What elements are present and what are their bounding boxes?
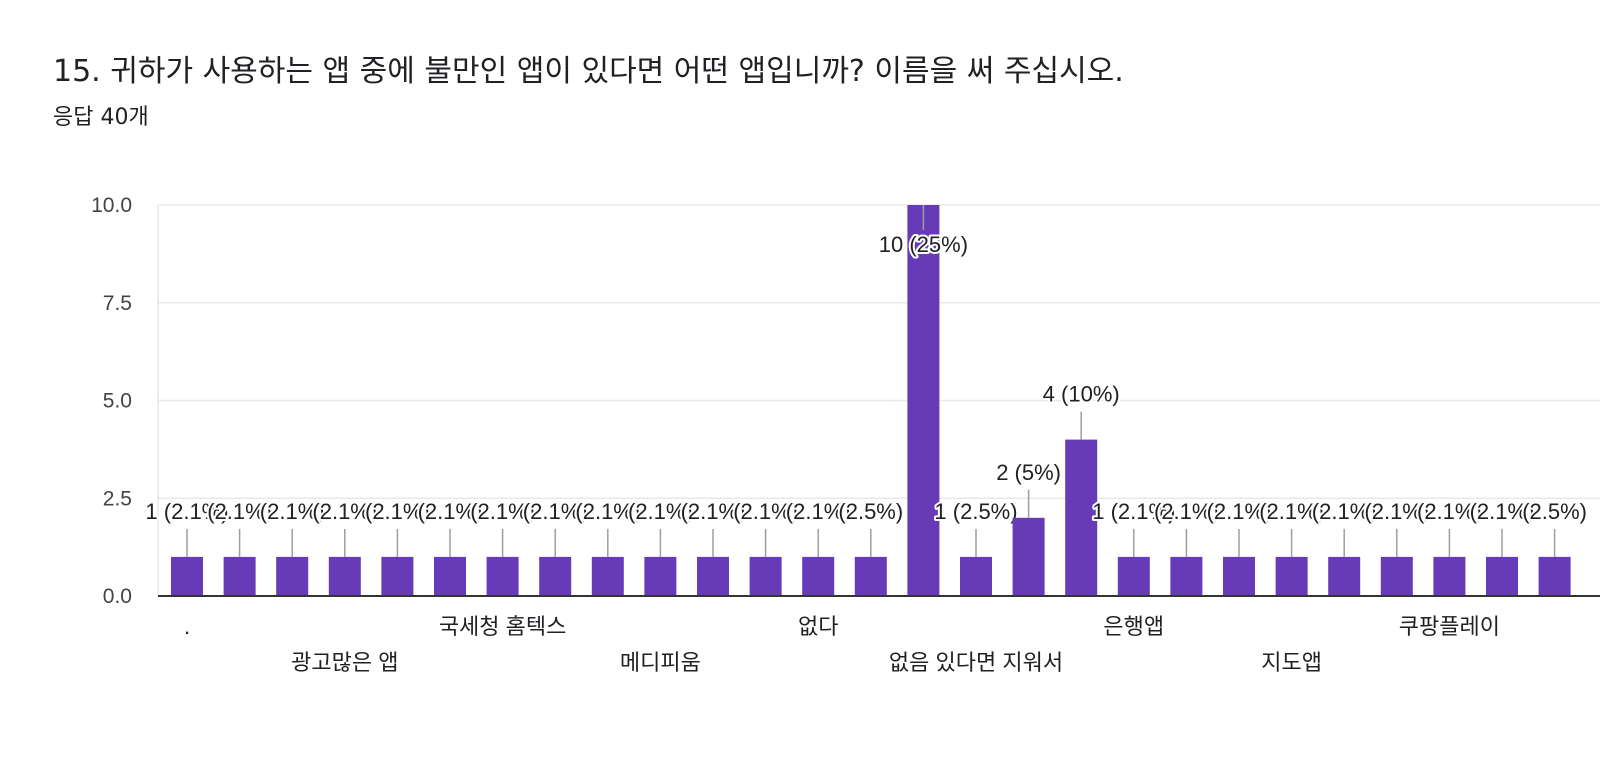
x-tick-label: 은행앱: [1103, 614, 1164, 639]
bar: [749, 556, 782, 596]
data-label: (2.5%): [1522, 499, 1587, 524]
bar: [960, 556, 992, 596]
data-label: (2.1%): [786, 499, 851, 524]
data-label: (2.1%): [260, 499, 325, 524]
data-label: 10 (25%): [879, 232, 968, 257]
bar: [1012, 517, 1045, 596]
data-label: (2.1%): [681, 499, 746, 524]
bar: [591, 556, 624, 596]
bar: [539, 556, 572, 596]
bar: [223, 556, 256, 596]
bar: [328, 556, 361, 596]
bar: [1223, 556, 1255, 596]
data-label: (2.1%): [1259, 499, 1324, 524]
bar: [1170, 556, 1203, 596]
x-tick-label: 없음 있다면 지워서: [889, 650, 1063, 675]
y-tick-label: 10.0: [91, 194, 132, 217]
bar: [381, 556, 414, 596]
bar: [854, 556, 887, 596]
x-tick-label: 지도앱: [1261, 650, 1322, 675]
bar: [1117, 556, 1150, 596]
data-label: (2.1%): [418, 499, 483, 524]
x-tick-label: 메디피움: [620, 650, 701, 675]
response-count: 응답 40개: [53, 105, 149, 130]
bar: [1275, 556, 1308, 596]
bar: [1433, 556, 1466, 596]
bar: [802, 556, 835, 596]
data-label: 2 (5%): [996, 460, 1061, 485]
y-tick-label: 5.0: [103, 390, 132, 413]
bar: [644, 556, 677, 596]
data-label: (2.1%): [1312, 499, 1377, 524]
bar: [486, 556, 519, 596]
data-label: 4 (10%): [1043, 382, 1120, 407]
y-tick-label: 7.5: [103, 292, 132, 315]
data-label: (2.1%): [575, 499, 640, 524]
bar: [1065, 439, 1098, 596]
bar: [1486, 556, 1518, 596]
data-label: (2.1%): [523, 499, 588, 524]
x-tick-label: 쿠팡플레이: [1399, 614, 1500, 639]
data-label: 1 (2.1%): [1092, 499, 1175, 524]
bar: [1380, 556, 1413, 596]
data-label: (2.1%): [733, 499, 798, 524]
x-tick-label: 광고많은 앱: [291, 650, 398, 675]
data-label: (2.1%): [1417, 499, 1482, 524]
bar: [1328, 556, 1361, 596]
y-tick-label: 2.5: [103, 487, 132, 510]
data-label: (2.1%): [207, 499, 272, 524]
bar: [276, 556, 309, 596]
y-tick-label: 0.0: [103, 585, 132, 608]
data-label: (2.1%): [470, 499, 535, 524]
bar: [171, 556, 203, 596]
x-tick-label: .: [184, 614, 190, 639]
data-label: (2.1%): [1207, 499, 1272, 524]
bar: [434, 556, 466, 596]
data-label: (2.1%): [312, 499, 377, 524]
data-label: (2.1%): [1154, 499, 1219, 524]
bar: [697, 556, 729, 596]
x-tick-label: 국세청 홈텍스: [439, 614, 567, 639]
data-label: (2.5%): [838, 499, 903, 524]
data-label: (2.1%): [628, 499, 693, 524]
data-label: (2.1%): [1470, 499, 1535, 524]
data-label: 1 (2.5%): [934, 499, 1017, 524]
x-tick-label: 없다: [798, 614, 838, 639]
data-label: (2.1%): [365, 499, 430, 524]
data-label: 1 (2.1%): [145, 499, 228, 524]
bar: [1538, 556, 1571, 596]
bar: [907, 205, 940, 596]
data-label: (2.1%): [1364, 499, 1429, 524]
question-title: 15. 귀하가 사용하는 앱 중에 불만인 앱이 있다면 어떤 앱입니까? 이름…: [53, 54, 1124, 89]
